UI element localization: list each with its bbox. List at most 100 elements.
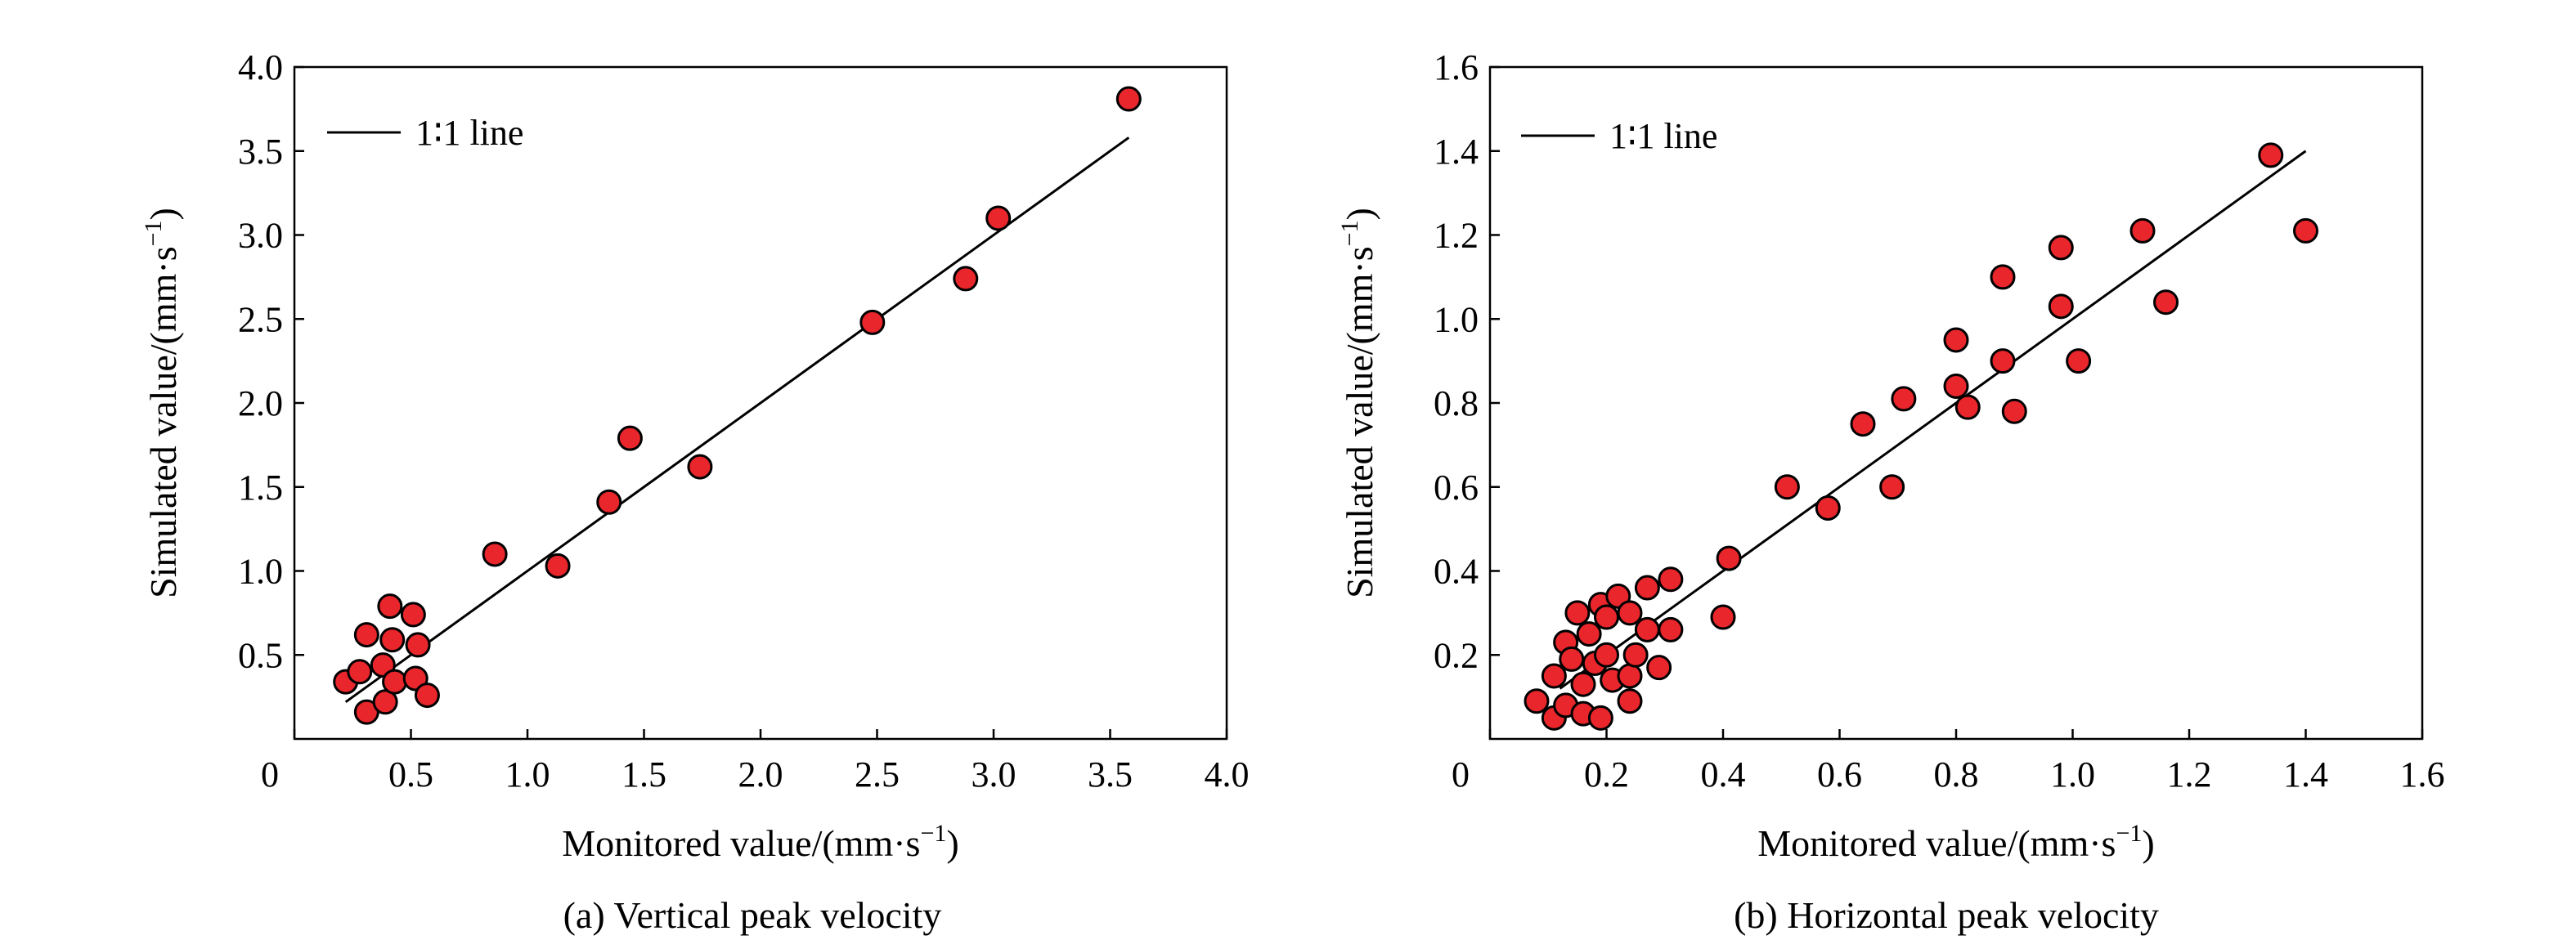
panel-a-x-tick-label: 1.0 xyxy=(505,754,550,795)
panel-b-y-tick-label: 0.4 xyxy=(1434,552,1479,592)
panel-a-legend-label: 1∶1 line xyxy=(415,113,523,153)
panel-b-y-axis-label: Simulated value/(mm·s−1) xyxy=(1336,208,1380,598)
panel-a-x-tick-label: 3.5 xyxy=(1088,754,1133,795)
panel-b-data-point xyxy=(2066,348,2092,374)
panel-a-data-point xyxy=(405,632,431,658)
panel-b-x-tick-label: 1.2 xyxy=(2167,754,2212,795)
panel-b-data-point xyxy=(1587,705,1613,731)
panel-b-data-point xyxy=(2293,217,2318,244)
panel-a-data-point xyxy=(859,309,886,335)
panel-b-x-tick-label: 0.8 xyxy=(1934,754,1979,795)
panel-b-data-point xyxy=(1622,642,1649,668)
panel-b-caption: (b) Horizontal peak velocity xyxy=(1734,894,2159,936)
panel-a-y-tick-label: 3.0 xyxy=(238,216,283,256)
panel-a-y-tick-label: 2.5 xyxy=(238,299,283,339)
panel-a-x-ticks: 0.5 1.0 1.5 2.0 2.5 3.0 3.5 4.0 xyxy=(293,729,1250,795)
panel-a-x-tick-label: 2.0 xyxy=(738,754,783,795)
panel-a-y-tick-label: 4.0 xyxy=(238,47,283,87)
panel-b-data-point xyxy=(1541,663,1567,689)
panel-b-data-point xyxy=(1634,616,1660,642)
panel-a-data-point xyxy=(687,454,713,480)
panel-b-data-point xyxy=(2001,398,2027,424)
panel-b-data-point xyxy=(1850,411,1876,437)
panel-a-x-axis-label: Monitored value/(mm·s−1) xyxy=(562,820,958,864)
panel-a-data-point xyxy=(347,659,373,685)
panel-b-data-point xyxy=(1943,327,1969,353)
panel-b-data-point xyxy=(1774,474,1800,500)
panel-b-data-point xyxy=(1617,600,1643,626)
panel-b-origin-label: 0 xyxy=(1452,754,1470,795)
panel-a-data-point xyxy=(985,205,1012,231)
panel-a-caption: (a) Vertical peak velocity xyxy=(563,894,942,936)
panel-a-data-point xyxy=(414,683,440,709)
panel-a-data-point xyxy=(379,627,406,653)
panel-b-data-point xyxy=(1564,600,1591,626)
panel-b-y-tick-label: 1.2 xyxy=(1434,216,1479,256)
panel-b-legend-label: 1∶1 line xyxy=(1609,116,1717,156)
panel-b-x-axis-label: Monitored value/(mm·s−1) xyxy=(1757,820,2154,864)
panel-b-x-tick-label: 1.6 xyxy=(2400,754,2445,795)
panel-a-data-point xyxy=(1115,86,1142,112)
panel-a-y-tick-label: 3.5 xyxy=(238,132,283,172)
panel-b-points xyxy=(1524,142,2318,731)
panel-a-origin-label: 0 xyxy=(261,754,279,795)
panel-a-data-point xyxy=(372,689,398,715)
panel-b-data-point xyxy=(1954,394,1981,420)
panel-a-1to1-line xyxy=(344,137,1130,704)
panel-b-data-point xyxy=(1617,663,1643,689)
panel-b-x-tick-label: 1.4 xyxy=(2283,754,2328,795)
panel-a-data-point xyxy=(482,541,508,567)
panel-b-x-ticks: 0.2 0.4 0.6 0.8 1.0 1.2 1.4 1.6 xyxy=(1488,729,2445,795)
panel-b-data-point xyxy=(1716,545,1742,571)
panel-a-data-point xyxy=(353,622,379,648)
panel-a-x-tick-label: 4.0 xyxy=(1205,754,1250,795)
panel-b-y-tick-label: 1.0 xyxy=(1434,299,1479,339)
panel-b-y-tick-label: 0.8 xyxy=(1434,383,1479,423)
panel-b-data-point xyxy=(1634,575,1660,601)
panel-a-y-ticks: 0.5 1.0 1.5 2.0 2.5 3.0 3.5 4.0 xyxy=(238,47,304,675)
panel-b-x-tick-label: 0.4 xyxy=(1701,754,1746,795)
panel-b-data-point xyxy=(1943,373,1969,399)
panel-b-data-point xyxy=(2258,142,2284,168)
panel-a-data-point xyxy=(617,425,643,451)
panel-a-data-point xyxy=(400,602,426,628)
panel-a-y-tick-label: 1.5 xyxy=(238,468,283,508)
panel-a-data-point xyxy=(596,489,622,515)
panel-b-data-point xyxy=(2153,289,2179,316)
panel-b-data-point xyxy=(1559,646,1585,672)
panel-a-y-tick-label: 0.5 xyxy=(238,635,283,675)
panel-a-x-tick-label: 0.5 xyxy=(388,754,433,795)
panel-b-data-point xyxy=(1594,604,1619,630)
panel-b-data-point xyxy=(1594,642,1619,668)
panel-b-y-tick-label: 1.6 xyxy=(1434,47,1479,87)
panel-b-data-point xyxy=(1524,688,1550,714)
panel-a-data-point xyxy=(377,593,403,620)
panel-b-data-point xyxy=(1990,348,2016,374)
panel-b-data-point xyxy=(1658,616,1684,642)
panel-b-data-point xyxy=(2129,217,2156,244)
panel-a-y-tick-label: 1.0 xyxy=(238,552,283,592)
panel-b-y-tick-label: 1.4 xyxy=(1434,132,1479,172)
panel-a-x-tick-label: 1.5 xyxy=(622,754,666,795)
panel-b-data-point xyxy=(1879,474,1905,500)
panel-b-data-point xyxy=(1646,655,1672,681)
panel-b-data-point xyxy=(2048,293,2074,320)
panel-a-x-tick-label: 3.0 xyxy=(972,754,1016,795)
panel-a-data-point xyxy=(382,669,408,695)
panel-b-data-point xyxy=(1815,495,1841,521)
panel-b-x-tick-label: 0.2 xyxy=(1584,754,1629,795)
panel-b-data-point xyxy=(1990,264,2016,290)
panel-b-data-point xyxy=(1570,671,1596,697)
panel-a-y-axis-label: Simulated value/(mm·s−1) xyxy=(140,208,184,598)
panel-b-x-tick-label: 0.6 xyxy=(1817,754,1862,795)
panel-b-data-point xyxy=(1891,386,1917,412)
panel-a-legend: 1∶1 line xyxy=(327,113,523,153)
panel-b-data-point xyxy=(1710,604,1736,630)
panel-b-data-point xyxy=(1576,621,1602,647)
panel-b-y-tick-label: 0.2 xyxy=(1434,635,1479,675)
panel-b-y-tick-label: 0.6 xyxy=(1434,468,1479,508)
panel-a-x-tick-label: 2.5 xyxy=(855,754,900,795)
panel-b-data-point xyxy=(1617,688,1643,714)
panel-b-data-point xyxy=(2048,235,2074,261)
